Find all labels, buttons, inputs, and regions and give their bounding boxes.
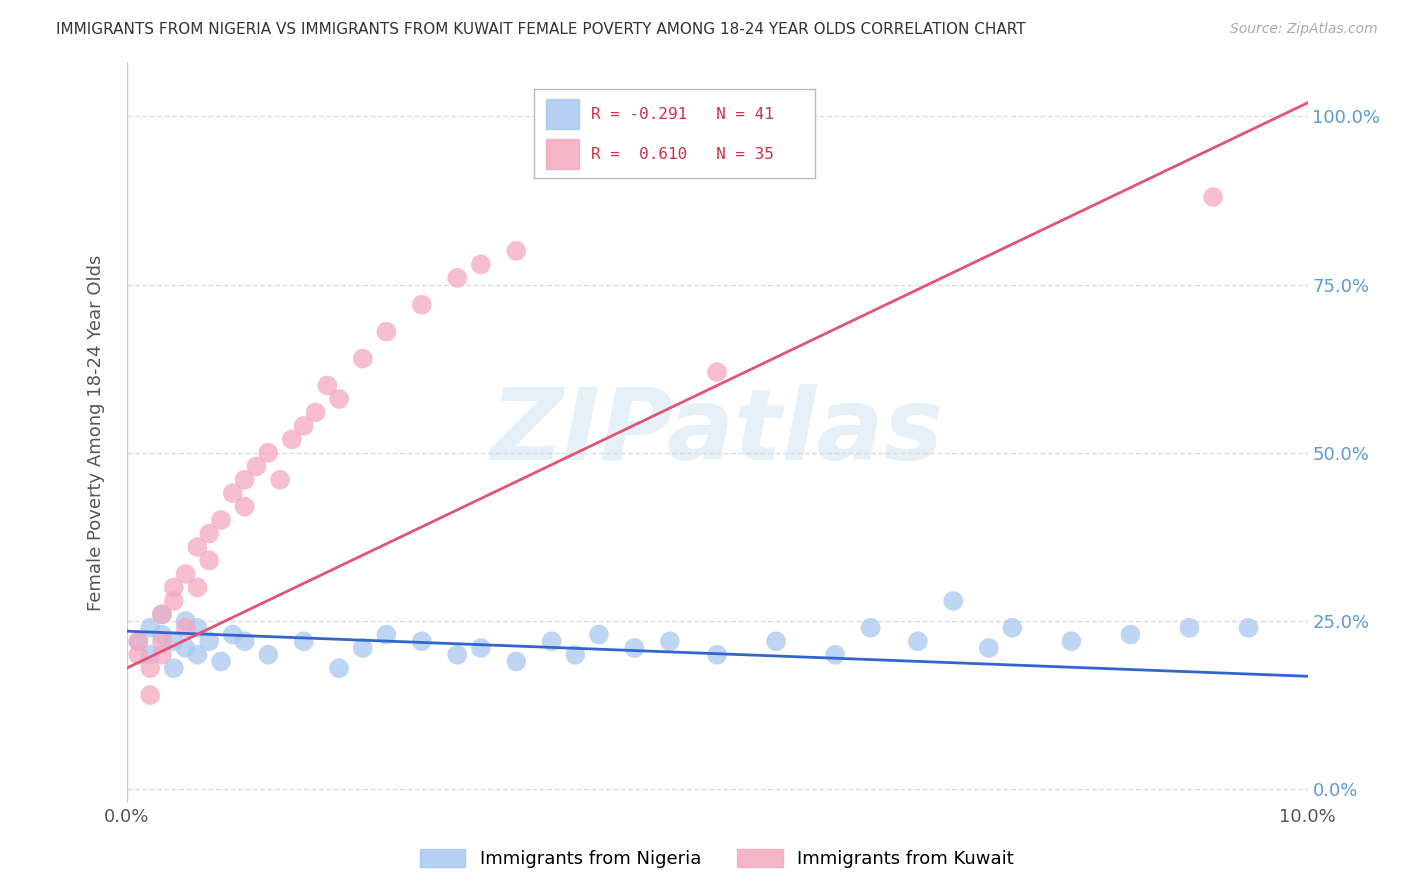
Point: [470, 257, 492, 271]
Point: [564, 648, 586, 662]
Point: [505, 244, 527, 258]
Point: [411, 298, 433, 312]
Point: [942, 594, 965, 608]
Point: [127, 634, 149, 648]
Point: [859, 621, 882, 635]
Point: [1060, 634, 1083, 648]
Point: [174, 621, 197, 635]
Point: [150, 648, 173, 662]
Point: [375, 325, 398, 339]
Point: [328, 392, 350, 406]
Text: Source: ZipAtlas.com: Source: ZipAtlas.com: [1230, 22, 1378, 37]
Point: [163, 634, 186, 648]
Point: [588, 627, 610, 641]
Point: [658, 634, 681, 648]
Point: [150, 607, 173, 622]
Point: [174, 640, 197, 655]
Point: [304, 405, 326, 419]
Point: [174, 614, 197, 628]
Point: [411, 634, 433, 648]
Point: [505, 655, 527, 669]
Point: [139, 688, 162, 702]
Point: [1237, 621, 1260, 635]
Point: [257, 446, 280, 460]
Point: [977, 640, 1000, 655]
Point: [1001, 621, 1024, 635]
Y-axis label: Female Poverty Among 18-24 Year Olds: Female Poverty Among 18-24 Year Olds: [87, 254, 105, 611]
Point: [352, 351, 374, 366]
Point: [375, 627, 398, 641]
Point: [269, 473, 291, 487]
Point: [186, 621, 208, 635]
Text: ZIPatlas: ZIPatlas: [491, 384, 943, 481]
Point: [470, 640, 492, 655]
Point: [150, 627, 173, 641]
Point: [233, 473, 256, 487]
Point: [706, 648, 728, 662]
Point: [257, 648, 280, 662]
Point: [292, 634, 315, 648]
Point: [824, 648, 846, 662]
Point: [907, 634, 929, 648]
Point: [316, 378, 339, 392]
Point: [222, 486, 245, 500]
Point: [222, 627, 245, 641]
Point: [198, 526, 221, 541]
Point: [706, 365, 728, 379]
Point: [765, 634, 787, 648]
Point: [127, 648, 149, 662]
Point: [623, 640, 645, 655]
Point: [139, 621, 162, 635]
Bar: [546, 99, 579, 129]
Point: [186, 540, 208, 554]
Text: IMMIGRANTS FROM NIGERIA VS IMMIGRANTS FROM KUWAIT FEMALE POVERTY AMONG 18-24 YEA: IMMIGRANTS FROM NIGERIA VS IMMIGRANTS FR…: [56, 22, 1026, 37]
Point: [1119, 627, 1142, 641]
Point: [174, 566, 197, 581]
Point: [198, 634, 221, 648]
Point: [352, 640, 374, 655]
Point: [186, 581, 208, 595]
Bar: [546, 139, 579, 169]
Point: [209, 513, 232, 527]
Point: [127, 634, 149, 648]
Point: [1178, 621, 1201, 635]
Point: [163, 581, 186, 595]
Point: [292, 418, 315, 433]
Point: [139, 661, 162, 675]
Point: [281, 433, 304, 447]
Legend: Immigrants from Nigeria, Immigrants from Kuwait: Immigrants from Nigeria, Immigrants from…: [413, 841, 1021, 875]
Point: [150, 607, 173, 622]
Point: [1202, 190, 1225, 204]
Point: [446, 648, 468, 662]
Point: [209, 655, 232, 669]
Point: [163, 661, 186, 675]
Text: R =  0.610   N = 35: R = 0.610 N = 35: [591, 147, 773, 161]
Point: [150, 634, 173, 648]
Point: [446, 270, 468, 285]
Point: [139, 648, 162, 662]
Point: [233, 500, 256, 514]
Point: [245, 459, 267, 474]
Point: [233, 634, 256, 648]
Point: [186, 648, 208, 662]
Point: [198, 553, 221, 567]
Point: [163, 594, 186, 608]
Point: [540, 634, 562, 648]
Text: R = -0.291   N = 41: R = -0.291 N = 41: [591, 107, 773, 121]
Point: [328, 661, 350, 675]
